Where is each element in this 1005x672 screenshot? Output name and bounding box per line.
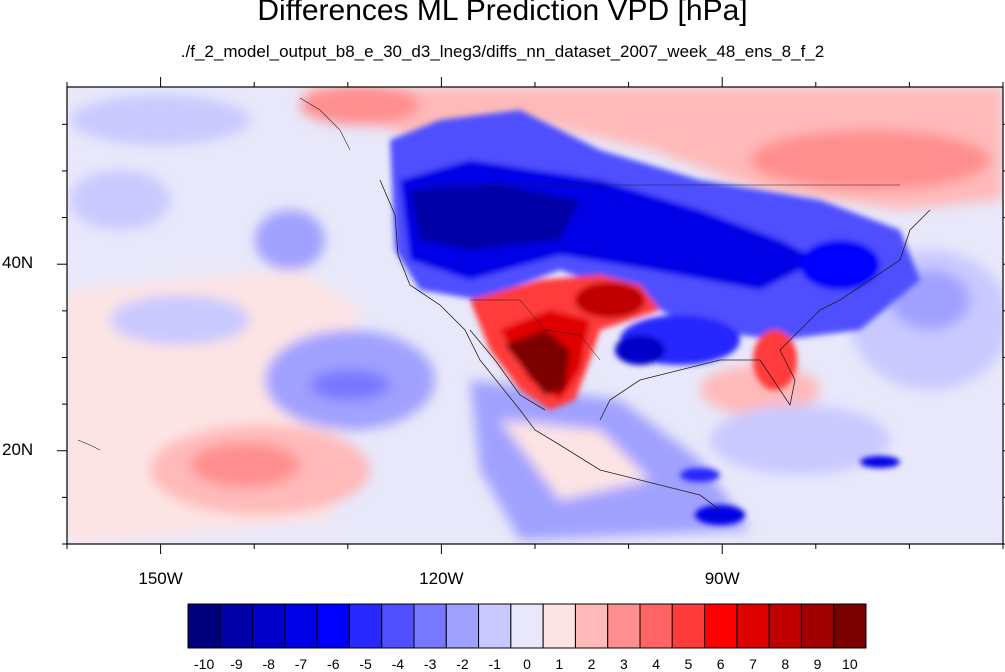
y-tick-label: 20N: [2, 439, 34, 459]
ocean-lightblue-blob: [110, 295, 250, 345]
colorbar-label: -5: [359, 656, 372, 672]
caribbean-speck1: [695, 505, 745, 525]
colorbar-swatch: [510, 603, 544, 649]
colorbar-swatch: [768, 603, 802, 649]
colorbar-label: 10: [842, 656, 858, 672]
caribbean-blue: [710, 405, 890, 475]
colorbar-label: -9: [230, 656, 243, 672]
colorbar-swatch: [833, 603, 867, 649]
colorbar-swatch: [445, 603, 480, 649]
colorbar-swatch: [284, 603, 318, 649]
colorbar-swatch: [252, 603, 286, 649]
continental-anomalies: [390, 110, 920, 525]
colorbar-label: 8: [781, 656, 790, 672]
colorbar-swatch: [800, 603, 835, 649]
mexico-pink: [500, 420, 650, 500]
colorbar-label: 0: [523, 656, 531, 672]
colorbar-swatch: [381, 603, 415, 649]
northeast-blue: [800, 240, 880, 290]
pacific-coast: [379, 179, 721, 511]
colorbar-label: -10: [194, 656, 215, 672]
axis-ticks: [57, 77, 1005, 554]
x-tick-label: 90W: [704, 569, 740, 588]
colorbar-swatch: [671, 603, 706, 649]
colorbar-swatch: [348, 603, 383, 649]
colorbar-swatch: [219, 603, 254, 649]
colorbar: [187, 603, 867, 649]
colorbar-swatch: [607, 603, 641, 649]
colorbar-label: -1: [488, 656, 501, 672]
colorbar-swatch: [316, 603, 350, 649]
southwest-maroon: [505, 330, 570, 395]
colorbar-label: 5: [684, 656, 693, 672]
gulf-atlantic-coast: [599, 209, 931, 421]
y-tick-label: 40N: [2, 253, 34, 273]
chart-title: Differences ML Prediction VPD [hPa]: [257, 0, 748, 27]
north-red-core2: [300, 87, 420, 125]
colorbar-swatch: [704, 603, 738, 649]
southeast-darkblue: [615, 335, 665, 365]
ocean-lightblue-blob2: [70, 170, 170, 230]
colorbar-swatch: [187, 603, 221, 649]
northwest-navy: [410, 185, 580, 250]
x-tick-label: 150W: [138, 569, 183, 588]
vpd-difference-field: [67, 87, 1003, 544]
colorbar-label: 1: [555, 656, 564, 672]
colorbar-swatch: [413, 603, 447, 649]
colorbar-label: -3: [423, 656, 437, 672]
caribbean-speck3: [860, 456, 900, 468]
mexico-border: [470, 299, 601, 361]
colorbar-label: 4: [652, 656, 661, 672]
north-red-core: [750, 130, 990, 190]
baja-coast: [469, 329, 546, 411]
caribbean-speck2: [680, 468, 720, 482]
alaska-coast: [299, 97, 351, 151]
coastlines: [77, 97, 931, 511]
colorbar-label: -8: [262, 656, 275, 672]
x-tick-label: 120W: [419, 569, 464, 588]
colorbar-label: -2: [456, 656, 469, 672]
colorbar-label: 3: [619, 656, 628, 672]
colorbar-label: 9: [813, 656, 822, 672]
colorbar-label: 6: [716, 656, 725, 672]
chart-subtitle: ./f_2_model_output_b8_e_30_d3_lneg3/diff…: [180, 42, 825, 61]
colorbar-swatch: [574, 603, 609, 649]
ocean-blue-blob2: [255, 210, 325, 270]
colorbar-label: -6: [327, 656, 340, 672]
ocean-blue-core: [310, 370, 390, 400]
colorbar-swatch: [639, 603, 673, 649]
colorbar-label: 7: [749, 656, 757, 672]
ocean-lightblue-north: [70, 95, 250, 145]
florida-red: [753, 330, 797, 390]
colorbar-swatch: [478, 603, 512, 649]
colorbar-swatch: [736, 603, 770, 649]
hawaii-islands: [77, 439, 101, 451]
ocean-red-blob: [190, 443, 300, 487]
plains-red: [575, 282, 645, 318]
colorbar-label: -7: [294, 656, 308, 672]
colorbar-label: 2: [587, 656, 596, 672]
colorbar-swatch: [542, 603, 576, 649]
colorbar-label: -4: [391, 656, 405, 672]
